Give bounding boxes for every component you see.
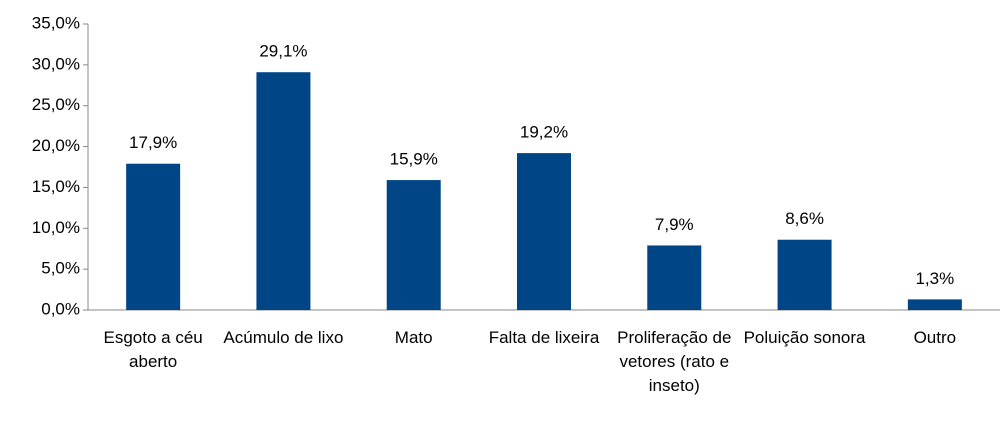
- y-tick-label: 25,0%: [32, 95, 80, 114]
- data-label: 29,1%: [259, 42, 307, 61]
- data-label: 15,9%: [390, 150, 438, 169]
- x-tick-label: Poluição sonora: [743, 328, 866, 347]
- y-tick-label: 30,0%: [32, 54, 80, 73]
- data-label: 8,6%: [785, 209, 824, 228]
- bar: [126, 163, 181, 310]
- bar: [777, 239, 832, 310]
- x-tick-label: Falta de lixeira: [488, 328, 600, 347]
- y-tick-label: 35,0%: [32, 13, 80, 32]
- data-label: 17,9%: [129, 133, 177, 152]
- bar: [386, 180, 441, 310]
- x-tick-label: Acúmulo de lixo: [223, 328, 344, 347]
- bar: [517, 153, 571, 310]
- data-label: 7,9%: [655, 215, 694, 234]
- x-tick-label: Proliferação de vetores (rato e inseto): [617, 328, 732, 395]
- y-tick-label: 5,0%: [41, 259, 80, 278]
- y-tick-label: 0,0%: [41, 299, 80, 318]
- bar: [647, 245, 702, 310]
- x-tick-label: Mato: [394, 328, 433, 347]
- bar: [907, 299, 962, 310]
- data-label: 1,3%: [915, 269, 954, 288]
- bar: [256, 72, 311, 310]
- y-tick-label: 15,0%: [32, 177, 80, 196]
- y-tick-label: 20,0%: [32, 136, 80, 155]
- x-tick-label: Outro: [913, 328, 957, 347]
- x-tick-label: Esgoto a céu aberto: [103, 328, 203, 371]
- y-tick-label: 10,0%: [32, 218, 80, 237]
- data-label: 19,2%: [520, 123, 568, 142]
